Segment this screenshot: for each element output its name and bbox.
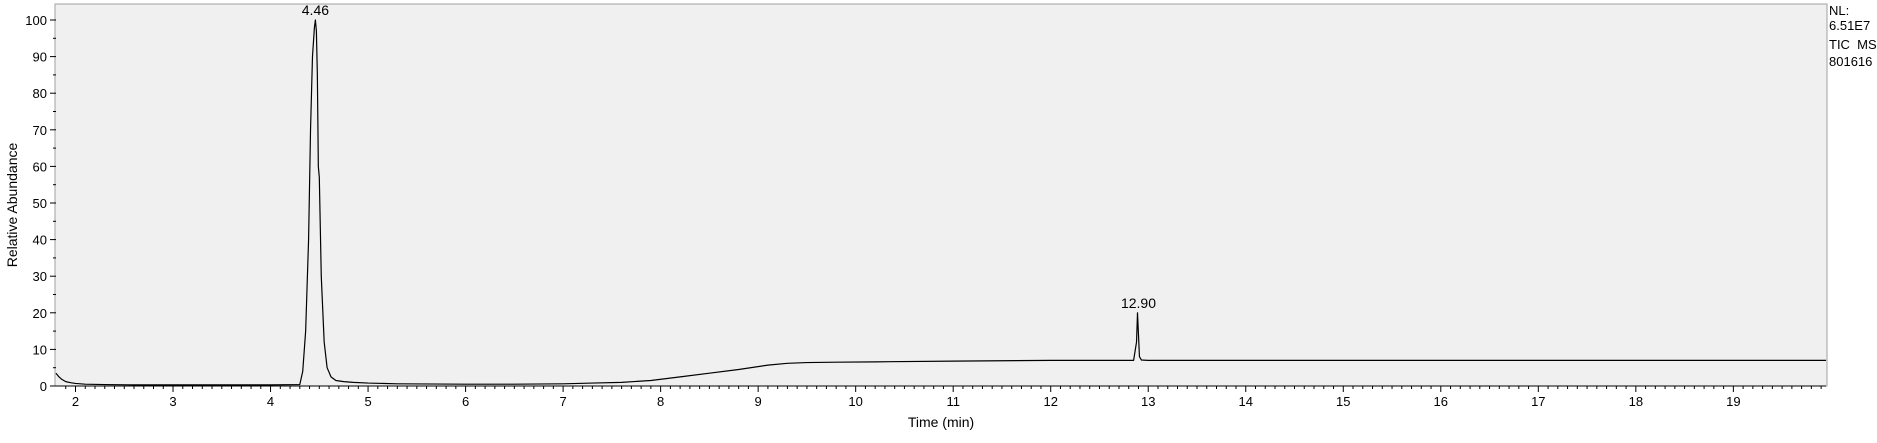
y-tick-label: 70 [33, 123, 47, 138]
x-tick-label: 16 [1434, 394, 1448, 409]
x-tick-label: 11 [946, 394, 960, 409]
info-line-nl: NL: [1829, 3, 1849, 18]
y-tick-label: 90 [33, 50, 47, 65]
y-tick-label: 50 [33, 196, 47, 211]
x-tick-label: 19 [1726, 394, 1740, 409]
y-axis-title: Relative Abundance [4, 143, 20, 268]
y-tick-label: 10 [33, 342, 47, 357]
y-axis: 0 10 20 30 40 50 60 70 80 90 100 [25, 13, 56, 394]
x-tick-label: 14 [1239, 394, 1253, 409]
y-tick-label: 0 [40, 379, 47, 394]
info-line-sample: 801616 [1829, 54, 1872, 69]
x-tick-label: 17 [1531, 394, 1545, 409]
plot-area [54, 3, 1828, 387]
x-tick-label: 18 [1629, 394, 1643, 409]
series-layer [55, 19, 1826, 386]
y-tick-label: 100 [25, 13, 47, 28]
series-line [55, 19, 1826, 386]
y-tick-label: 20 [33, 306, 47, 321]
x-tick-label: 10 [848, 394, 862, 409]
x-tick-label: 3 [169, 394, 176, 409]
x-tick-label: 15 [1336, 394, 1350, 409]
x-tick-label: 4 [267, 394, 274, 409]
peak-label: 12.90 [1121, 295, 1156, 311]
x-tick-label: 6 [462, 394, 469, 409]
x-tick-label: 9 [755, 394, 762, 409]
y-tick-label: 40 [33, 233, 47, 248]
x-tick-label: 5 [364, 394, 371, 409]
info-line-scan: TIC MS [1829, 37, 1877, 52]
peak-label: 4.46 [302, 2, 329, 18]
y-tick-label: 80 [33, 86, 47, 101]
info-line-value: 6.51E7 [1829, 18, 1870, 33]
y-tick-label: 30 [33, 269, 47, 284]
y-tick-label: 60 [33, 159, 47, 174]
x-tick-label: 7 [559, 394, 566, 409]
normalization-info: NL: 6.51E7 TIC MS 801616 [1829, 3, 1877, 69]
x-tick-label: 2 [72, 394, 79, 409]
x-tick-label: 12 [1043, 394, 1057, 409]
peak-labels: 4.46 12.90 [302, 2, 1156, 311]
x-tick-label: 13 [1141, 394, 1155, 409]
x-axis-title: Time (min) [908, 414, 974, 430]
x-axis: 2 3 4 5 6 7 8 9 10 11 12 13 14 15 16 17 18 19 [56, 385, 1826, 409]
x-tick-label: 8 [657, 394, 664, 409]
